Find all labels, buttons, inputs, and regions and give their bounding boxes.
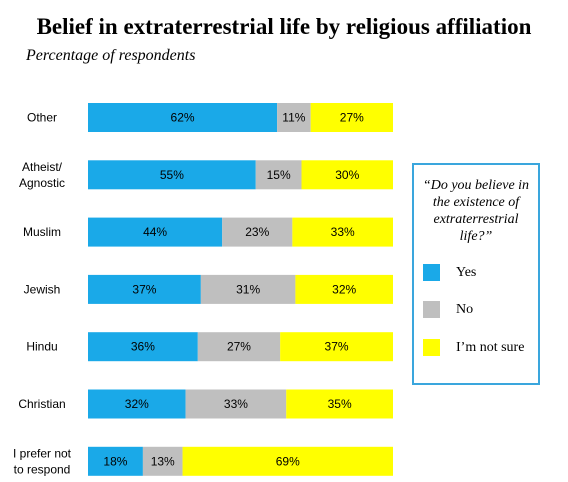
- bar-segment-no: [222, 217, 293, 247]
- legend-label-no: No: [456, 302, 474, 317]
- bar-segment-not-sure: [310, 103, 393, 132]
- bar-segment-no: [277, 103, 311, 132]
- data-label-no: 31%: [236, 282, 260, 296]
- bar-segment-not-sure: [286, 389, 393, 419]
- bar-segment-yes: [88, 103, 278, 132]
- legend-title: “Do you believe in the existence of extr…: [422, 178, 530, 244]
- data-label-yes: 44%: [143, 225, 167, 239]
- bar-segment-not-sure: [182, 446, 393, 476]
- bar-segment-no: [200, 274, 296, 304]
- bar-segment-yes: [88, 446, 143, 476]
- category-label: Agnostic: [19, 176, 65, 190]
- category-label: I prefer not: [13, 446, 72, 460]
- data-label-yes: 37%: [132, 282, 156, 296]
- legend-swatch-not-sure: [423, 339, 440, 356]
- category-label: Jewish: [24, 282, 61, 296]
- bar-segment-yes: [88, 217, 223, 247]
- category-label: Hindu: [26, 340, 57, 354]
- data-label-not-sure: 32%: [332, 282, 356, 296]
- data-label-no: 15%: [267, 168, 291, 182]
- legend: “Do you believe in the existence of extr…: [412, 163, 540, 385]
- data-label-not-sure: 37%: [325, 340, 349, 354]
- legend-swatch-no: [423, 301, 440, 318]
- data-label-no: 33%: [224, 397, 248, 411]
- data-label-yes: 18%: [103, 454, 127, 468]
- data-label-yes: 55%: [160, 168, 184, 182]
- bar-segment-yes: [88, 332, 198, 362]
- category-label: Other: [27, 111, 57, 125]
- bar-segment-yes: [88, 160, 256, 190]
- chart-title: Belief in extraterrestrial life by relig…: [36, 14, 532, 39]
- data-label-not-sure: 27%: [340, 111, 364, 125]
- bar-segment-not-sure: [301, 160, 393, 190]
- bar-segment-no: [197, 332, 281, 362]
- category-label: Muslim: [23, 225, 61, 239]
- data-label-yes: 36%: [131, 340, 155, 354]
- data-label-no: 13%: [151, 454, 175, 468]
- bar-segment-no: [185, 389, 287, 419]
- category-label: Atheist/: [22, 160, 63, 174]
- bar-segment-yes: [88, 274, 201, 304]
- data-label-yes: 32%: [125, 397, 149, 411]
- bar-segment-no: [142, 446, 183, 476]
- legend-label-not-sure: I’m not sure: [456, 340, 525, 355]
- data-label-not-sure: 30%: [335, 168, 359, 182]
- legend-swatch-yes: [423, 264, 440, 281]
- data-label-not-sure: 35%: [328, 397, 352, 411]
- bar-segment-not-sure: [292, 217, 393, 247]
- data-label-yes: 62%: [171, 111, 195, 125]
- chart-subtitle: Percentage of respondents: [26, 47, 196, 64]
- data-label-not-sure: 69%: [276, 454, 300, 468]
- data-label-no: 23%: [245, 225, 269, 239]
- bar-segment-not-sure: [280, 332, 393, 362]
- bar-segment-not-sure: [295, 274, 393, 304]
- data-label-not-sure: 33%: [331, 225, 355, 239]
- category-label: Christian: [18, 397, 65, 411]
- legend-label-yes: Yes: [456, 265, 477, 280]
- data-label-no: 11%: [282, 111, 305, 125]
- data-label-no: 27%: [227, 340, 251, 354]
- category-label: to respond: [14, 462, 71, 476]
- bar-segment-yes: [88, 389, 186, 419]
- bar-segment-no: [255, 160, 302, 190]
